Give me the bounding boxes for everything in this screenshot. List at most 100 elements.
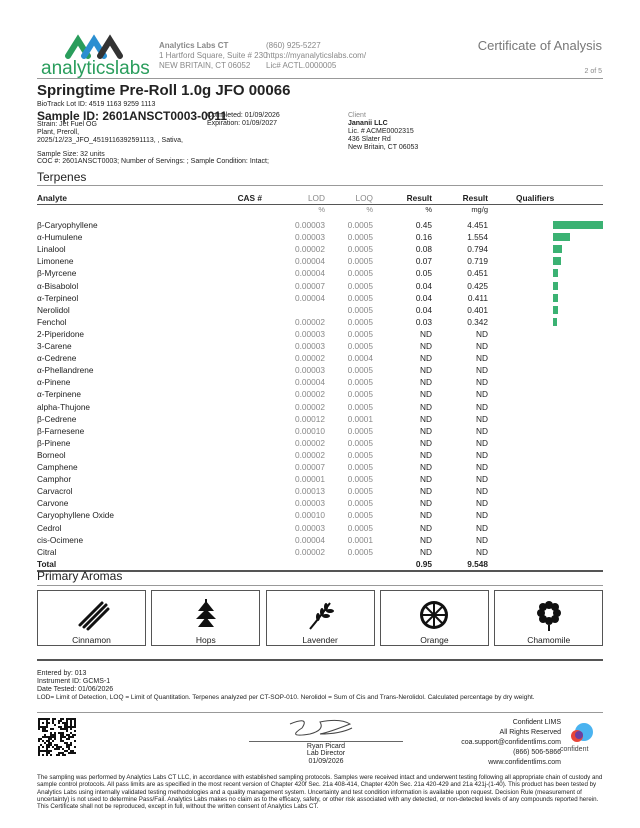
result-pct: 0.16 (415, 232, 432, 243)
cinnamon-icon (78, 601, 109, 631)
lod-value: 0.00002 (295, 353, 325, 364)
result-pct: ND (420, 341, 432, 351)
analyte-name: Borneol (37, 449, 66, 460)
analyte-name: Carvacrol (37, 486, 73, 497)
analyte-name: β-Caryophyllene (37, 220, 98, 230)
signer-title: Lab Director (306, 750, 346, 757)
table-row: Linalool 0.00002 0.0005 0.08 0.794 (37, 243, 603, 255)
table-row: 2-Piperidone 0.00003 0.0005 ND ND (37, 328, 603, 340)
table-row: Camphene 0.00007 0.0005 ND ND (37, 461, 603, 473)
result-pct: ND (420, 486, 432, 497)
lod-value: 0.00002 (295, 316, 325, 327)
client-city: New Britain, CT 06053 (348, 144, 419, 151)
notes-legend: LOD= Limit of Detection, LOQ = Limit of … (37, 694, 535, 701)
signature (289, 719, 353, 736)
result-mg: 0.342 (467, 316, 488, 327)
table-row: α-Cedrene 0.00002 0.0004 ND ND (37, 352, 603, 364)
loq-value: 0.0005 (347, 244, 373, 255)
result-mg: ND (476, 486, 488, 497)
lims-email[interactable]: coa.support@confidentlims.com (461, 739, 561, 746)
lims-name: Confident LIMS (512, 719, 561, 726)
sample-type: Plant, Preroll, (37, 129, 80, 136)
result-mg: ND (476, 328, 488, 339)
loq-value: 0.0005 (347, 425, 373, 436)
lod-value: 0.00004 (295, 292, 325, 303)
table-row: α-Pinene 0.00004 0.0005 ND ND (37, 376, 603, 388)
lims-website[interactable]: www.confidentlims.com (488, 759, 561, 766)
table-row: Borneol 0.00002 0.0005 ND ND (37, 449, 603, 461)
total-mg: 9.548 (467, 558, 488, 569)
confident-logo-icon (571, 723, 593, 742)
result-pct: ND (420, 353, 432, 364)
hops-icon (195, 599, 216, 627)
result-mg: 4.451 (467, 220, 488, 230)
table-row: α-Humulene 0.00003 0.0005 0.16 1.554 (37, 231, 603, 243)
result-mg: ND (476, 510, 488, 521)
signer-name: Ryan Picard (306, 743, 346, 750)
lab-name: Analytics Labs CT (159, 41, 229, 50)
result-pct: 0.05 (415, 268, 432, 279)
aroma-orange: Orange (379, 590, 489, 646)
table-row: β-Farnesene 0.00010 0.0005 ND ND (37, 425, 603, 437)
lod-value: 0.00007 (295, 280, 325, 291)
lod-value: 0.00003 (295, 498, 325, 509)
header-qualifiers: Qualifiers (516, 193, 555, 203)
page-number: 2 of 5 (584, 68, 602, 75)
lod-value: 0.00010 (295, 510, 325, 521)
lod-value: 0.00001 (295, 474, 325, 485)
lab-website[interactable]: https://myanalyticslabs.com/ (266, 51, 367, 60)
signature-line (249, 741, 403, 742)
table-row: α-Phellandrene 0.00003 0.0005 ND ND (37, 364, 603, 376)
analyte-name: Citral (37, 546, 57, 557)
loq-value: 0.0005 (347, 389, 373, 400)
result-pct: ND (420, 437, 432, 448)
batch: 2025/12/23_JFO_4519116392591113, , Sativ… (37, 137, 183, 144)
aroma-label: Lavender (302, 635, 338, 645)
analyte-name: β-Pinene (37, 437, 71, 448)
table-row: β-Myrcene 0.00004 0.0005 0.05 0.451 (37, 267, 603, 279)
result-pct: 0.03 (415, 316, 432, 327)
result-mg: ND (476, 449, 488, 460)
aroma-hops: Hops (151, 590, 261, 646)
result-pct: ND (420, 377, 432, 388)
analyte-name: alpha-Thujone (37, 401, 91, 412)
result-mg: ND (476, 546, 488, 557)
loq-value: 0.0005 (347, 437, 373, 448)
result-bar (553, 233, 571, 242)
aroma-label: Orange (420, 635, 449, 645)
table-row: β-Caryophyllene 0.00003 0.0005 0.45 4.451 (37, 219, 603, 231)
result-mg: 1.554 (467, 232, 488, 243)
analyte-name: α-Bisabolol (37, 280, 79, 291)
header-lod: LOD (307, 193, 325, 203)
result-mg: ND (476, 474, 488, 485)
table-row: Carvacrol 0.00013 0.0005 ND ND (37, 485, 603, 497)
analyte-name: α-Terpinene (37, 389, 81, 400)
unit-result-pct: % (425, 205, 432, 214)
loq-value: 0.0005 (347, 486, 373, 497)
result-mg: 0.401 (467, 304, 488, 315)
result-pct: ND (420, 546, 432, 557)
lod-value: 0.00003 (295, 522, 325, 533)
result-bar (553, 269, 559, 278)
lims-phone: (866) 506-5866 (513, 749, 561, 756)
client-name: Jananii LLC (348, 120, 388, 127)
analyte-name: 2-Piperidone (37, 328, 85, 339)
aromas-title: Primary Aromas (37, 569, 123, 583)
loq-value: 0.0005 (347, 474, 373, 485)
terpenes-title: Terpenes (37, 170, 87, 184)
disclaimer: The sampling was performed by Analytics … (37, 774, 603, 811)
result-bar (553, 221, 603, 229)
loq-value: 0.0005 (347, 498, 373, 509)
analyte-name: Linalool (37, 244, 66, 255)
total-divider (37, 569, 603, 572)
completed-date: Completed: 01/09/2026 (207, 112, 280, 119)
lims-rights: All Rights Reserved (499, 729, 561, 736)
analyte-name: cis-Ocimene (37, 534, 84, 545)
lims-info: Confident LIMS All Rights Reserved coa.s… (461, 718, 561, 768)
unit-loq: % (366, 205, 373, 214)
loq-value: 0.0005 (347, 328, 373, 339)
table-row: α-Terpinene 0.00002 0.0005 ND ND (37, 388, 603, 400)
lod-value: 0.00002 (295, 546, 325, 557)
instrument-id: Instrument ID: GCMS-1 (37, 678, 111, 685)
table-row: Camphor 0.00001 0.0005 ND ND (37, 473, 603, 485)
